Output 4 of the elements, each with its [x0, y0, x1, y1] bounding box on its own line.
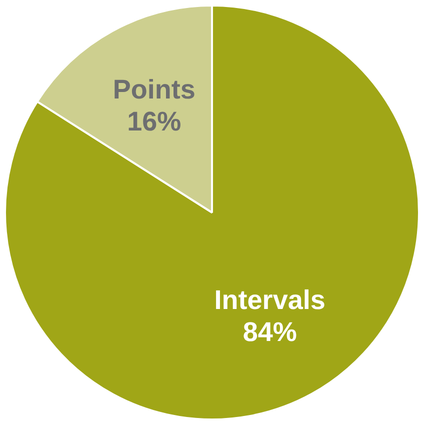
data-label: 16% — [127, 106, 182, 137]
slice-label: Intervals — [214, 285, 326, 316]
slice-label: Points — [112, 74, 196, 105]
data-label: 84% — [242, 317, 297, 348]
